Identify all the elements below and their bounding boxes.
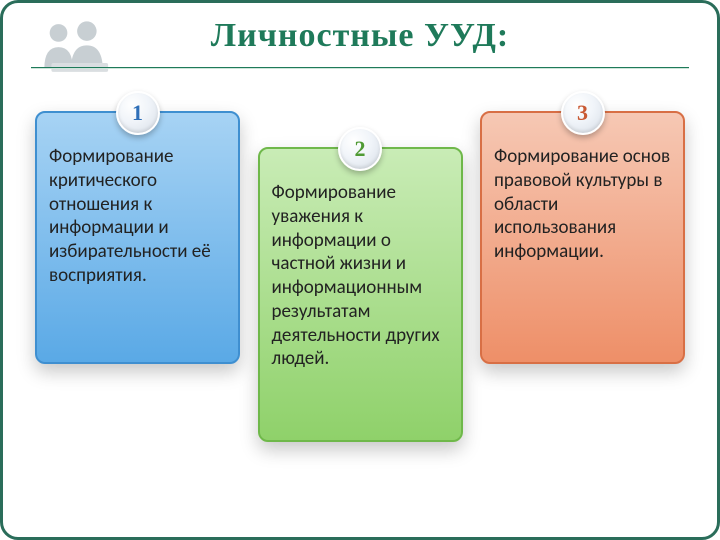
badge-2: 2 — [338, 127, 382, 171]
panel-1: 1 Формирование критического отношения к … — [35, 111, 240, 364]
panel-2-text: Формирование уважения к информации о час… — [272, 181, 449, 371]
page-title: Личностные УУД: — [3, 17, 717, 55]
slide-frame: Личностные УУД: 1 Формирование критическ… — [0, 0, 720, 540]
badge-3: 3 — [561, 91, 605, 135]
panel-1-text: Формирование критического отношения к ин… — [49, 145, 226, 288]
panel-3-text: Формирование основ правовой культуры в о… — [494, 145, 671, 264]
badge-1: 1 — [116, 91, 160, 135]
title-underline — [31, 67, 689, 69]
panels-container: 1 Формирование критического отношения к … — [35, 99, 685, 479]
panel-2: 2 Формирование уважения к информации о ч… — [258, 147, 463, 442]
panel-3: 3 Формирование основ правовой культуры в… — [480, 111, 685, 364]
